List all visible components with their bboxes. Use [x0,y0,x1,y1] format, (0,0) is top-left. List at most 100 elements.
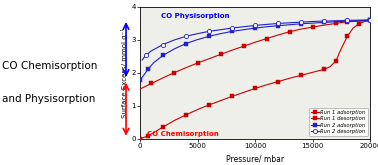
Run 1 adsorption [287,77,292,79]
Run 1 desorption [241,45,246,47]
Run 2 desorption [276,22,280,24]
Run 1 adsorption [368,19,373,21]
Run 1 desorption [276,34,280,36]
Run 1 desorption [339,21,344,23]
Run 2 desorption [207,30,211,32]
Run 2 desorption [356,19,361,21]
Run 1 desorption [138,88,142,90]
Run 2 desorption [368,19,373,21]
Run 1 adsorption [351,27,355,29]
Run 1 desorption [253,41,257,43]
Run 1 desorption [195,62,200,64]
Run 2 adsorption [276,25,280,27]
Run 2 desorption [149,50,153,52]
Run 2 adsorption [287,24,292,26]
Run 1 desorption [184,67,188,69]
Run 2 adsorption [146,68,150,70]
Text: CO Physisorption: CO Physisorption [161,13,229,19]
Run 1 desorption [287,31,292,33]
Run 2 adsorption [184,43,188,45]
Run 1 desorption [230,49,234,51]
Run 2 adsorption [138,79,142,81]
Run 2 adsorption [299,23,304,25]
Run 2 adsorption [368,19,373,21]
Run 2 adsorption [333,21,338,23]
Run 2 adsorption [345,20,350,22]
Run 2 desorption [333,20,338,22]
Run 1 desorption [218,53,223,55]
Run 1 adsorption [310,71,315,73]
Run 1 adsorption [345,35,350,37]
Run 1 adsorption [195,109,200,111]
Run 1 adsorption [141,137,146,139]
Run 1 adsorption [328,66,332,68]
Run 1 adsorption [299,74,304,76]
Run 1 adsorption [230,95,234,97]
Line: Run 1 desorption: Run 1 desorption [138,19,372,91]
Run 2 adsorption [161,54,165,56]
Text: and Physisorption: and Physisorption [2,94,95,104]
Run 2 adsorption [195,39,200,41]
Run 2 adsorption [230,30,234,32]
Run 1 desorption [172,72,177,74]
Run 2 adsorption [218,33,223,35]
Run 1 adsorption [218,100,223,102]
X-axis label: Pressure/ mbar: Pressure/ mbar [226,154,284,163]
Run 2 adsorption [152,62,156,64]
Run 2 desorption [143,54,148,56]
Run 1 desorption [264,38,269,40]
Line: Run 1 adsorption: Run 1 adsorption [138,19,372,140]
Run 1 adsorption [339,47,344,49]
Run 2 desorption [161,44,165,46]
Run 2 adsorption [310,22,315,24]
Run 1 adsorption [172,119,177,121]
Run 2 desorption [195,33,200,35]
Run 1 adsorption [356,23,361,25]
Run 2 desorption [184,35,188,37]
Run 1 desorption [310,26,315,28]
Run 1 adsorption [207,104,211,106]
Run 1 desorption [345,21,350,23]
Run 2 adsorption [264,26,269,28]
Line: Run 2 desorption: Run 2 desorption [140,18,373,62]
Run 1 adsorption [138,138,142,140]
Run 1 adsorption [322,68,327,70]
Run 1 adsorption [146,135,150,137]
Run 1 adsorption [333,60,338,62]
Run 2 adsorption [207,35,211,37]
Run 2 adsorption [172,48,177,50]
Legend: Run 1 adsorption, Run 1 desorption, Run 2 adsorption, Run 2 desorption: Run 1 adsorption, Run 1 desorption, Run … [309,108,368,136]
Run 1 desorption [161,77,165,79]
Text: CO Chemisorption: CO Chemisorption [2,61,97,71]
Run 2 desorption [218,29,223,31]
Run 1 desorption [333,22,338,24]
Run 2 desorption [287,22,292,24]
Run 2 desorption [322,20,327,22]
Run 2 desorption [299,21,304,23]
Run 2 desorption [140,59,144,61]
Run 1 adsorption [241,91,246,93]
Run 1 adsorption [276,81,280,82]
Run 1 desorption [322,24,327,26]
Run 2 desorption [310,20,315,22]
Run 1 adsorption [264,84,269,86]
Run 1 desorption [149,82,153,84]
Run 2 adsorption [241,29,246,31]
Run 2 desorption [264,23,269,25]
Run 1 adsorption [253,87,257,89]
Run 2 desorption [241,26,246,28]
Run 2 desorption [253,24,257,26]
Run 2 desorption [172,39,177,41]
Run 1 desorption [207,58,211,60]
Run 2 adsorption [253,27,257,29]
Run 1 desorption [299,28,304,30]
Run 1 desorption [356,20,361,22]
Run 2 adsorption [141,75,146,77]
Y-axis label: Surface Excess/ mmol g⁻¹: Surface Excess/ mmol g⁻¹ [121,28,129,118]
Run 2 adsorption [322,21,327,23]
Run 1 adsorption [184,114,188,116]
Run 1 adsorption [161,126,165,128]
Run 2 desorption [345,19,350,21]
Run 1 desorption [368,19,373,21]
Run 2 adsorption [356,20,361,22]
